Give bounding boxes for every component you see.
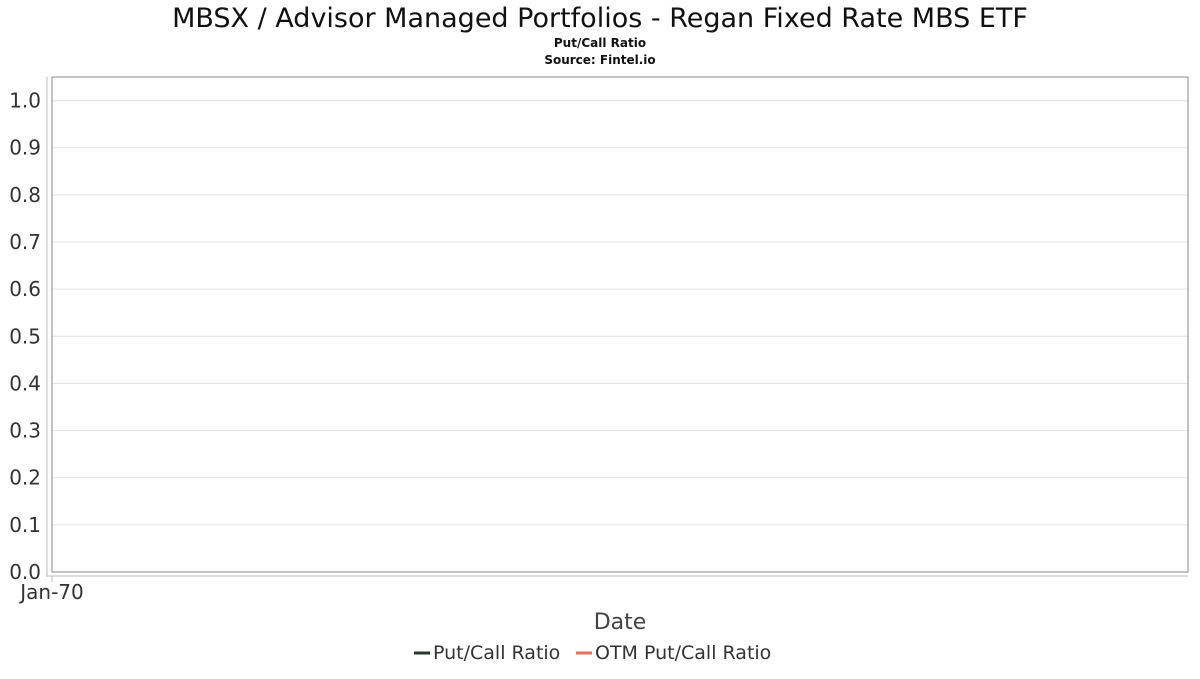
- y-tick-label: 0.5: [9, 324, 41, 348]
- y-tick-label: 0.2: [9, 466, 41, 490]
- x-axis-label: Date: [594, 610, 647, 635]
- y-tick-label: 0.1: [9, 513, 41, 537]
- y-tick-label: 0.7: [9, 230, 41, 254]
- y-tick-label: 0.3: [9, 419, 41, 443]
- gridlines: [52, 100, 1188, 526]
- y-axis-ticks: 0.0 0.1 0.2 0.3 0.4 0.5 0.6 0.7 0.8 0.9 1.0: [9, 89, 41, 584]
- x-axis-ticks: Jan-70: [18, 576, 84, 604]
- y-tick-label: 0.6: [9, 277, 41, 301]
- legend: Put/Call Ratio OTM Put/Call Ratio: [414, 642, 771, 664]
- y-tick-label: 0.0: [9, 560, 41, 584]
- legend-item: OTM Put/Call Ratio: [576, 642, 771, 664]
- chart-title: MBSX / Advisor Managed Portfolios - Rega…: [172, 3, 1028, 34]
- y-tick-label: 0.9: [9, 136, 41, 160]
- y-tick-label: 0.4: [9, 371, 41, 395]
- legend-item: Put/Call Ratio: [414, 642, 560, 664]
- plot-area-border: [51, 76, 1189, 573]
- chart-source: Source: Fintel.io: [544, 53, 655, 67]
- chart-subtitle: Put/Call Ratio: [554, 36, 646, 50]
- x-tick-label: Jan-70: [18, 580, 84, 604]
- y-tick-label: 0.8: [9, 183, 41, 207]
- legend-label: Put/Call Ratio: [433, 642, 560, 664]
- legend-label: OTM Put/Call Ratio: [595, 642, 771, 664]
- y-tick-label: 1.0: [9, 89, 41, 113]
